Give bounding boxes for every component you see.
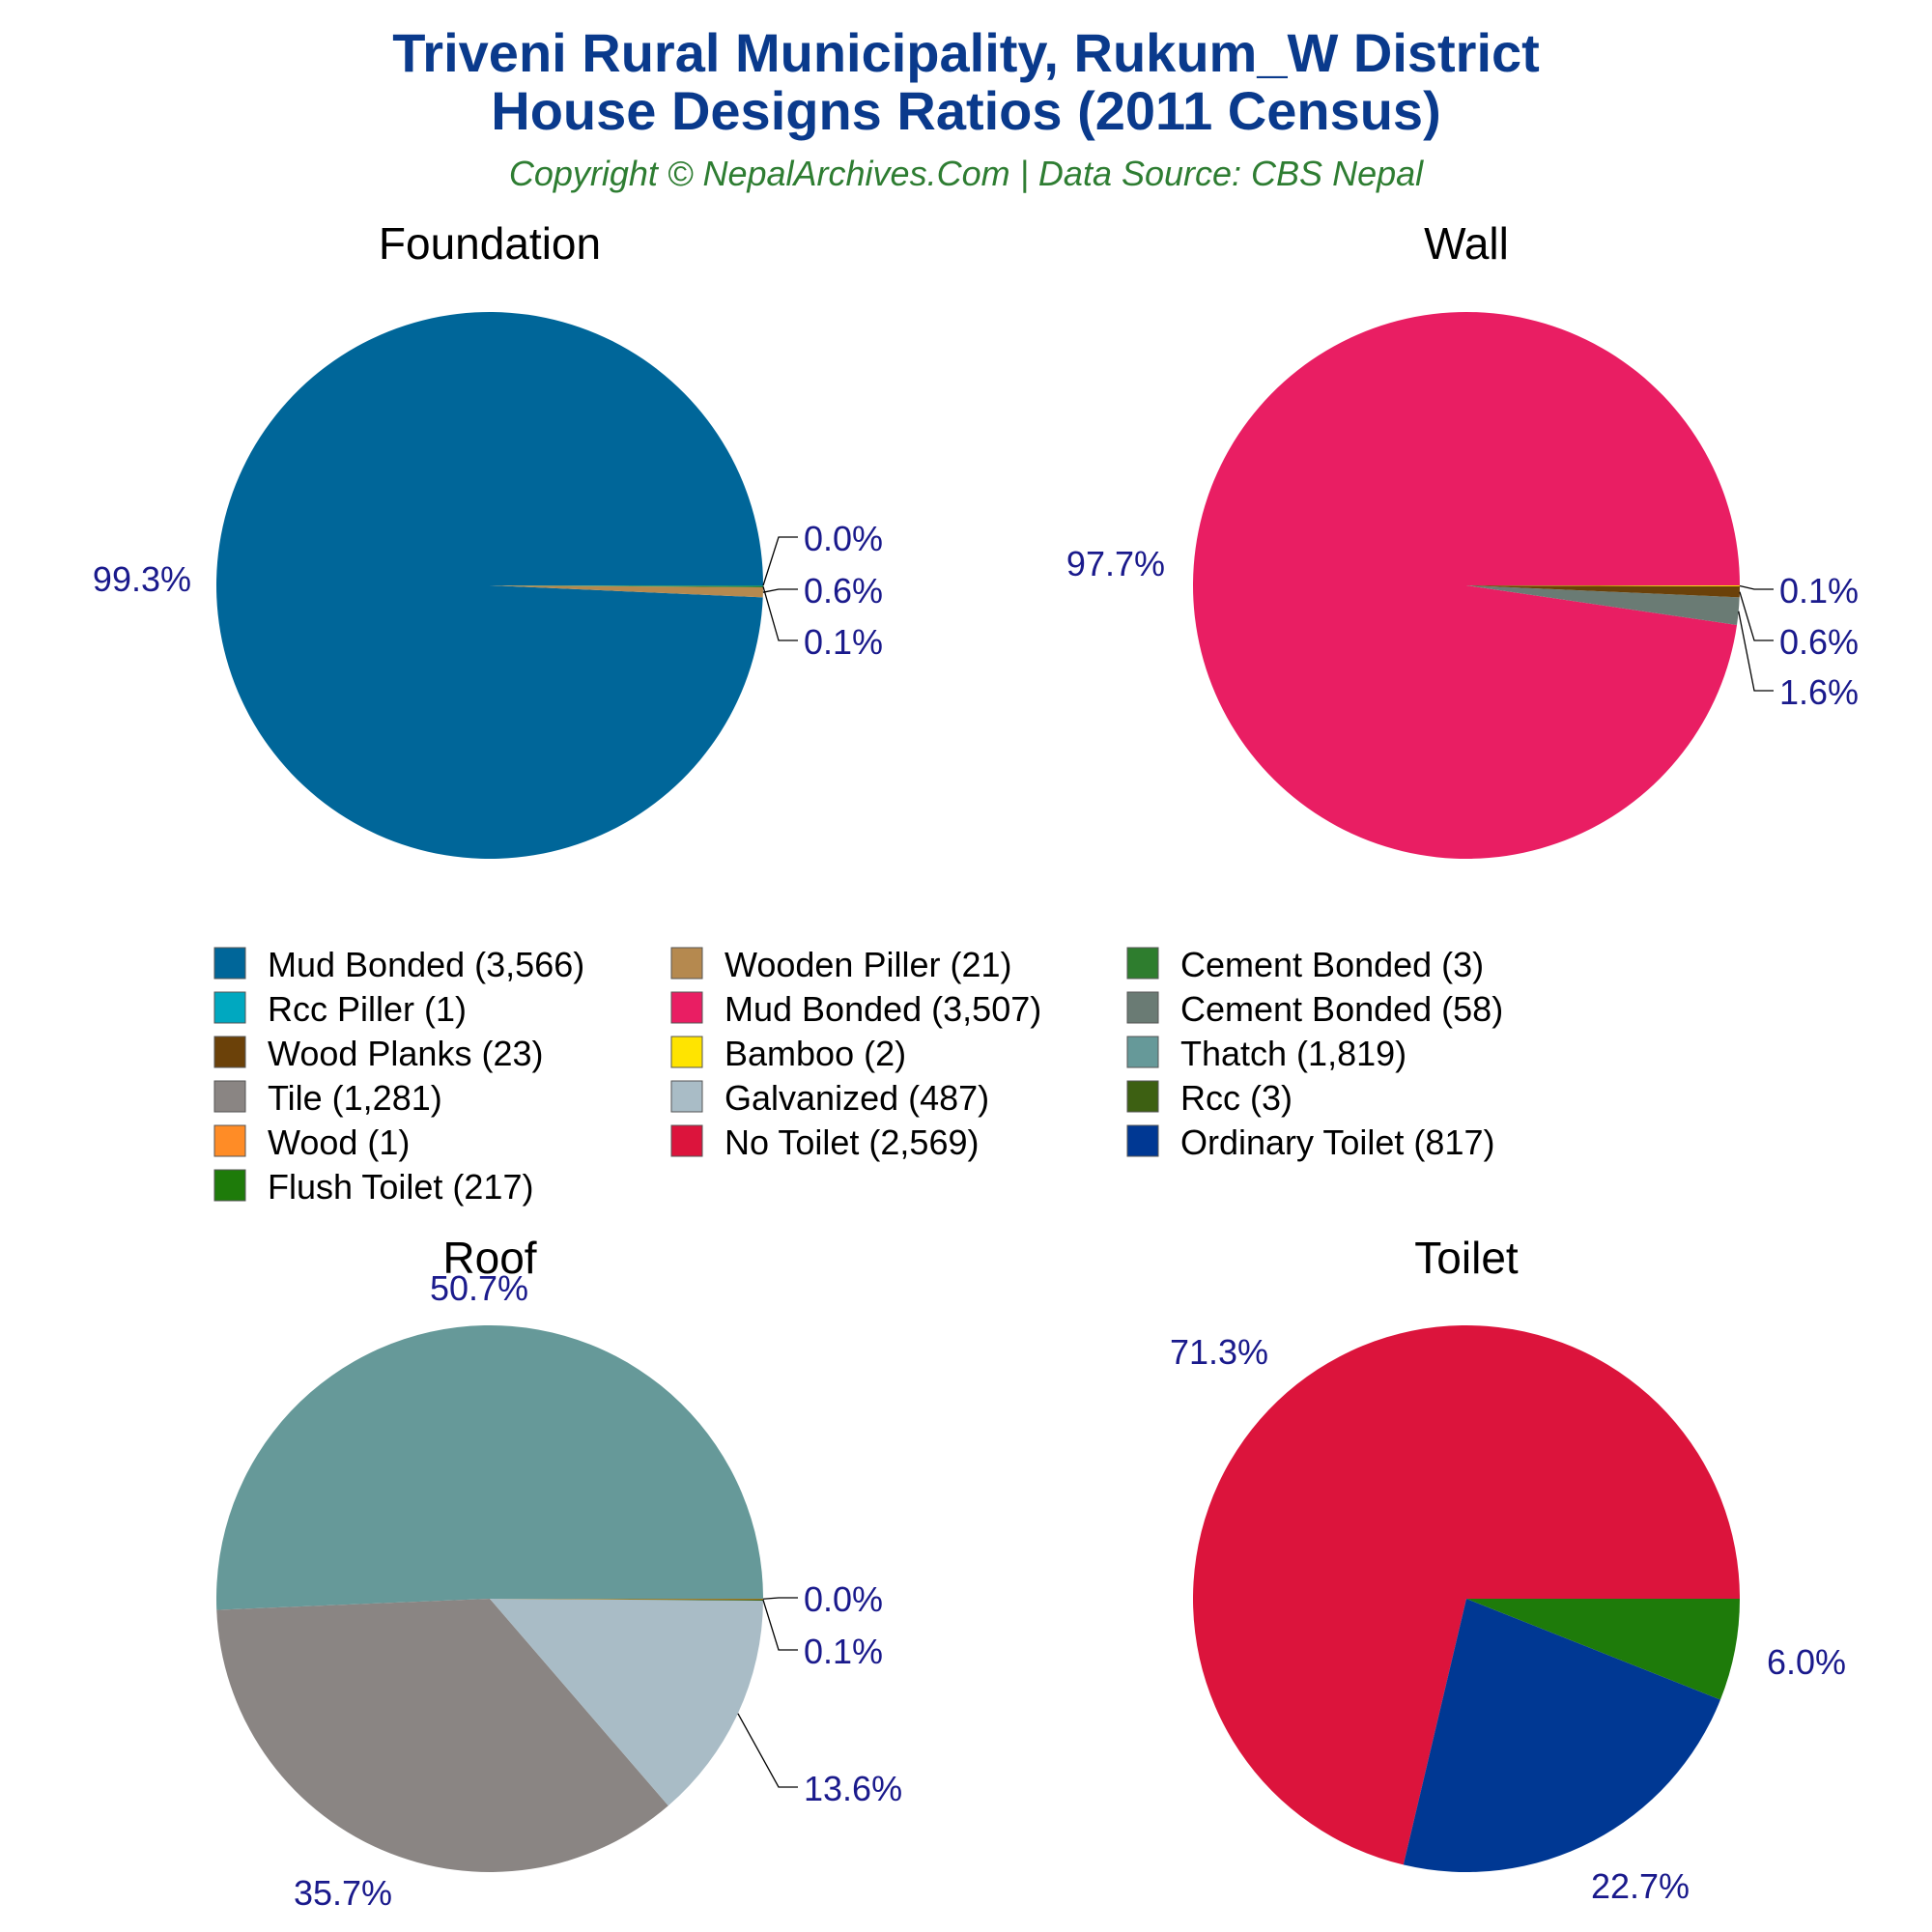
pie-slice-toilet-no-toilet [1193,1325,1740,1865]
pie-chart-wall: Wall 97.7% 1.6% 0.6% 0.1% [1066,218,1859,859]
pie-slice-wall-mud-bonded [1193,311,1741,859]
legend-swatch [670,991,703,1024]
legend-label: Cement Bonded (3) [1180,945,1484,984]
leader-line-roof-4 [762,1597,798,1600]
legend-swatch [670,1124,703,1157]
legend-label: Thatch (1,819) [1180,1034,1406,1073]
pct-label-toilet-1: 22.7% [1591,1866,1690,1906]
figure-title-line2: House Designs Ratios (2011 Census) [491,80,1440,141]
legend-swatch [1126,1124,1159,1157]
pie-slice-wall-cement-bonded [1466,585,1740,625]
legend-swatch [213,947,246,980]
leader-line-foundation-2 [762,586,798,641]
pct-label-toilet-2: 6.0% [1767,1642,1846,1682]
figure-subtitle: Copyright © NepalArchives.Com | Data Sou… [509,154,1424,193]
pct-label-roof-3: 0.1% [804,1632,883,1671]
pie-slice-roof-thatch [216,1325,764,1610]
pct-label-wall-0: 97.7% [1066,544,1165,583]
pie-chart-foundation: Foundation 99.3% 0.6% 0.1% 0.0% [93,218,883,860]
pie-slice-roof-tile [216,1599,668,1872]
pie-slice-wall-bamboo [1466,585,1740,586]
pie-slice-roof-galvanized [490,1599,763,1806]
pie-slice-roof-rcc [490,1599,763,1601]
legend-label: No Toilet (2,569) [724,1122,979,1162]
pct-label-foundation-0: 99.3% [93,559,191,599]
legend-swatch [213,991,246,1024]
pct-label-foundation-2: 0.1% [804,622,883,662]
legend-label: Tile (1,281) [268,1078,442,1118]
figure-title-line1: Triveni Rural Municipality, Rukum_W Dist… [392,22,1540,83]
pct-label-roof-2: 13.6% [804,1769,902,1808]
legend-label: Wood (1) [268,1122,410,1162]
pie-slice-foundation-cement-bonded [490,585,763,587]
pct-label-foundation-3: 0.0% [804,519,883,558]
pct-label-toilet-0: 71.3% [1170,1332,1268,1372]
legend-label: Galvanized (487) [724,1078,989,1118]
leader-line-roof-2 [737,1713,798,1788]
pct-label-roof-1: 35.7% [294,1873,392,1913]
legend-label: Wood Planks (23) [268,1034,543,1073]
legend-swatch [213,1036,246,1068]
chart-title-toilet: Toilet [1414,1233,1519,1283]
legend-label: Cement Bonded (58) [1180,989,1503,1029]
pct-label-wall-3: 0.1% [1779,571,1859,611]
legend-label: Bamboo (2) [724,1034,906,1073]
leader-line-wall-3 [1739,584,1774,590]
pie-chart-toilet: Toilet 71.3% 22.7% 6.0% [1170,1233,1846,1906]
legend-swatch [670,1080,703,1113]
legend-label: Mud Bonded (3,507) [724,989,1041,1029]
pct-label-roof-0: 50.7% [430,1268,528,1308]
pct-label-foundation-1: 0.6% [804,571,883,611]
chart-title-wall: Wall [1424,218,1509,269]
pie-slice-toilet-ordinary-toilet [1403,1599,1720,1872]
pct-label-wall-2: 0.6% [1779,622,1859,662]
leader-line-roof-3 [762,1600,798,1651]
pie-slice-wall-wood-planks [1466,585,1740,598]
pie-slice-foundation-wooden-piller [490,585,763,598]
legend-label: Flush Toilet (217) [268,1167,533,1207]
legend-swatch [213,1169,246,1202]
legend-label: Rcc Piller (1) [268,989,467,1029]
pie-slice-foundation-mud-bonded [215,312,763,860]
legend-swatch [1126,1080,1159,1113]
legend-swatch [1126,1036,1159,1068]
legend-label: Rcc (3) [1180,1078,1293,1118]
pct-label-roof-4: 0.0% [804,1579,883,1619]
legend-swatch [670,947,703,980]
chart-title-foundation: Foundation [379,218,601,269]
chart-title-roof: Roof [442,1233,536,1283]
legend-swatch [670,1036,703,1068]
legend: Mud Bonded (3,566) Rcc Piller (1) Wood Pla… [213,945,1503,1207]
legend-swatch [1126,991,1159,1024]
leader-line-wall-2 [1739,591,1774,641]
legend-swatch [213,1080,246,1113]
leader-line-foundation-3 [762,536,798,586]
pct-label-wall-1: 1.6% [1779,672,1859,712]
leader-line-foundation-1 [762,588,798,593]
legend-label: Wooden Piller (21) [724,945,1011,984]
legend-swatch [1126,947,1159,980]
legend-swatch [213,1124,246,1157]
legend-label: Mud Bonded (3,566) [268,945,584,984]
legend-label: Ordinary Toilet (817) [1180,1122,1494,1162]
pie-slice-toilet-flush-toilet [1466,1599,1741,1700]
leader-line-wall-1 [1738,611,1774,692]
